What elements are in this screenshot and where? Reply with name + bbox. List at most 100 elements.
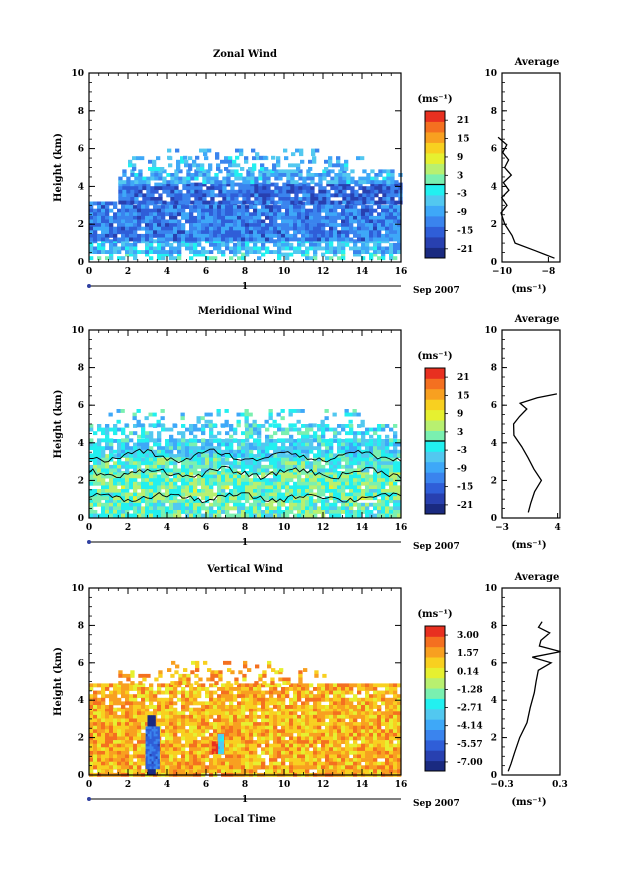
heatmap-cell <box>241 237 246 242</box>
heatmap-cell <box>141 431 146 436</box>
heatmap-cell <box>345 769 350 774</box>
heatmap-cell <box>273 492 278 497</box>
heatmap-cell <box>169 513 174 518</box>
heatmap-cell <box>293 250 298 254</box>
heatmap-cell <box>229 729 234 734</box>
heatmap-cell <box>165 201 170 206</box>
heatmap-cell <box>386 169 391 174</box>
heatmap-cell <box>101 215 106 220</box>
heatmap-cell <box>237 769 242 774</box>
heatmap-cell <box>297 471 302 475</box>
avg-y-tick-label: 6 <box>491 145 497 155</box>
heatmap-cell <box>273 215 278 220</box>
heatmap-cell <box>141 747 146 752</box>
heatmap-cell <box>206 176 211 181</box>
heatmap-cell <box>293 471 298 475</box>
heatmap-cell <box>141 732 146 737</box>
heatmap-cell <box>174 182 179 187</box>
heatmap-cell <box>301 499 306 504</box>
heatmap-cell <box>341 230 346 235</box>
heatmap-cell <box>261 242 266 247</box>
heatmap-cell <box>185 242 190 247</box>
heatmap-cell <box>242 176 247 181</box>
heatmap-cell <box>381 219 386 224</box>
heatmap-cell <box>209 485 214 490</box>
heatmap-cell <box>205 725 210 730</box>
heatmap-cell <box>117 226 122 231</box>
heatmap-cell <box>244 412 249 417</box>
heatmap-cell <box>237 233 242 238</box>
heatmap-cell <box>193 242 198 247</box>
heatmap-cell <box>270 173 275 177</box>
heatmap-cell <box>273 223 278 227</box>
heatmap-cell <box>93 743 98 748</box>
heatmap-cell <box>129 485 134 490</box>
heatmap-cell <box>369 215 374 220</box>
heatmap-cell <box>257 510 262 514</box>
heatmap-cell <box>137 439 142 443</box>
heatmap-cell <box>326 169 331 174</box>
heatmap-cell <box>261 223 266 227</box>
heatmap-cell <box>89 489 94 493</box>
heatmap-cell <box>226 200 231 205</box>
heatmap-cell <box>146 182 151 187</box>
heatmap-cell <box>196 416 201 421</box>
heatmap-cell <box>389 438 394 443</box>
heatmap-cell <box>197 453 202 458</box>
heatmap-cell <box>346 186 351 191</box>
heatmap-cell <box>206 173 211 177</box>
heatmap-cell <box>173 438 178 443</box>
heatmap-cell <box>361 223 366 227</box>
heatmap-cell <box>345 457 350 462</box>
heatmap-cell <box>157 250 162 254</box>
heatmap-cell <box>289 205 294 209</box>
heatmap-cell <box>328 159 333 164</box>
heatmap-cell <box>297 230 302 235</box>
heatmap-cell <box>361 250 366 254</box>
heatmap-cell <box>130 173 135 177</box>
heatmap-cell <box>93 237 98 242</box>
heatmap-cell <box>221 250 226 254</box>
heatmap-cell <box>321 230 326 235</box>
heatmap-cell <box>233 230 238 235</box>
heatmap-cell <box>333 434 338 439</box>
heatmap-cell <box>209 707 214 712</box>
heatmap-cell <box>353 226 358 231</box>
heatmap-cell <box>221 758 226 762</box>
heatmap-cell <box>201 729 206 734</box>
heatmap-cell <box>321 246 326 251</box>
heatmap-cell <box>225 510 230 514</box>
heatmap-cell <box>173 740 178 744</box>
heatmap-cell <box>342 180 347 185</box>
heatmap-cell <box>121 446 126 451</box>
heatmap-cell <box>341 226 346 231</box>
heatmap-cell <box>169 754 174 759</box>
heatmap-cell <box>125 446 130 451</box>
heatmap-cell <box>209 747 214 752</box>
heatmap-cell <box>362 189 367 194</box>
heatmap-cell <box>273 442 278 447</box>
heatmap-cell <box>225 453 230 458</box>
heatmap-cell <box>89 215 94 220</box>
heatmap-cell <box>305 427 310 432</box>
heatmap-cell <box>109 732 114 737</box>
heatmap-cell <box>333 252 338 257</box>
heatmap-cell <box>217 453 222 458</box>
heatmap-cell <box>93 722 98 726</box>
heatmap-cell <box>133 489 138 493</box>
x-tick-label: 10 <box>278 523 291 533</box>
heatmap-cell <box>333 510 338 514</box>
heatmap-cell <box>101 769 106 774</box>
heatmap-cell <box>246 176 251 181</box>
heatmap-cell <box>181 769 186 774</box>
heatmap-cell <box>293 205 298 209</box>
heatmap-cell <box>125 513 130 518</box>
heatmap-cell <box>97 250 102 254</box>
heatmap-cell <box>277 230 282 235</box>
heatmap-cell <box>265 215 270 220</box>
heatmap-cell <box>113 761 118 766</box>
heatmap-cell <box>101 431 106 436</box>
heatmap-cell <box>197 718 202 723</box>
heatmap-cell <box>385 208 390 213</box>
heatmap-cell <box>326 197 331 201</box>
